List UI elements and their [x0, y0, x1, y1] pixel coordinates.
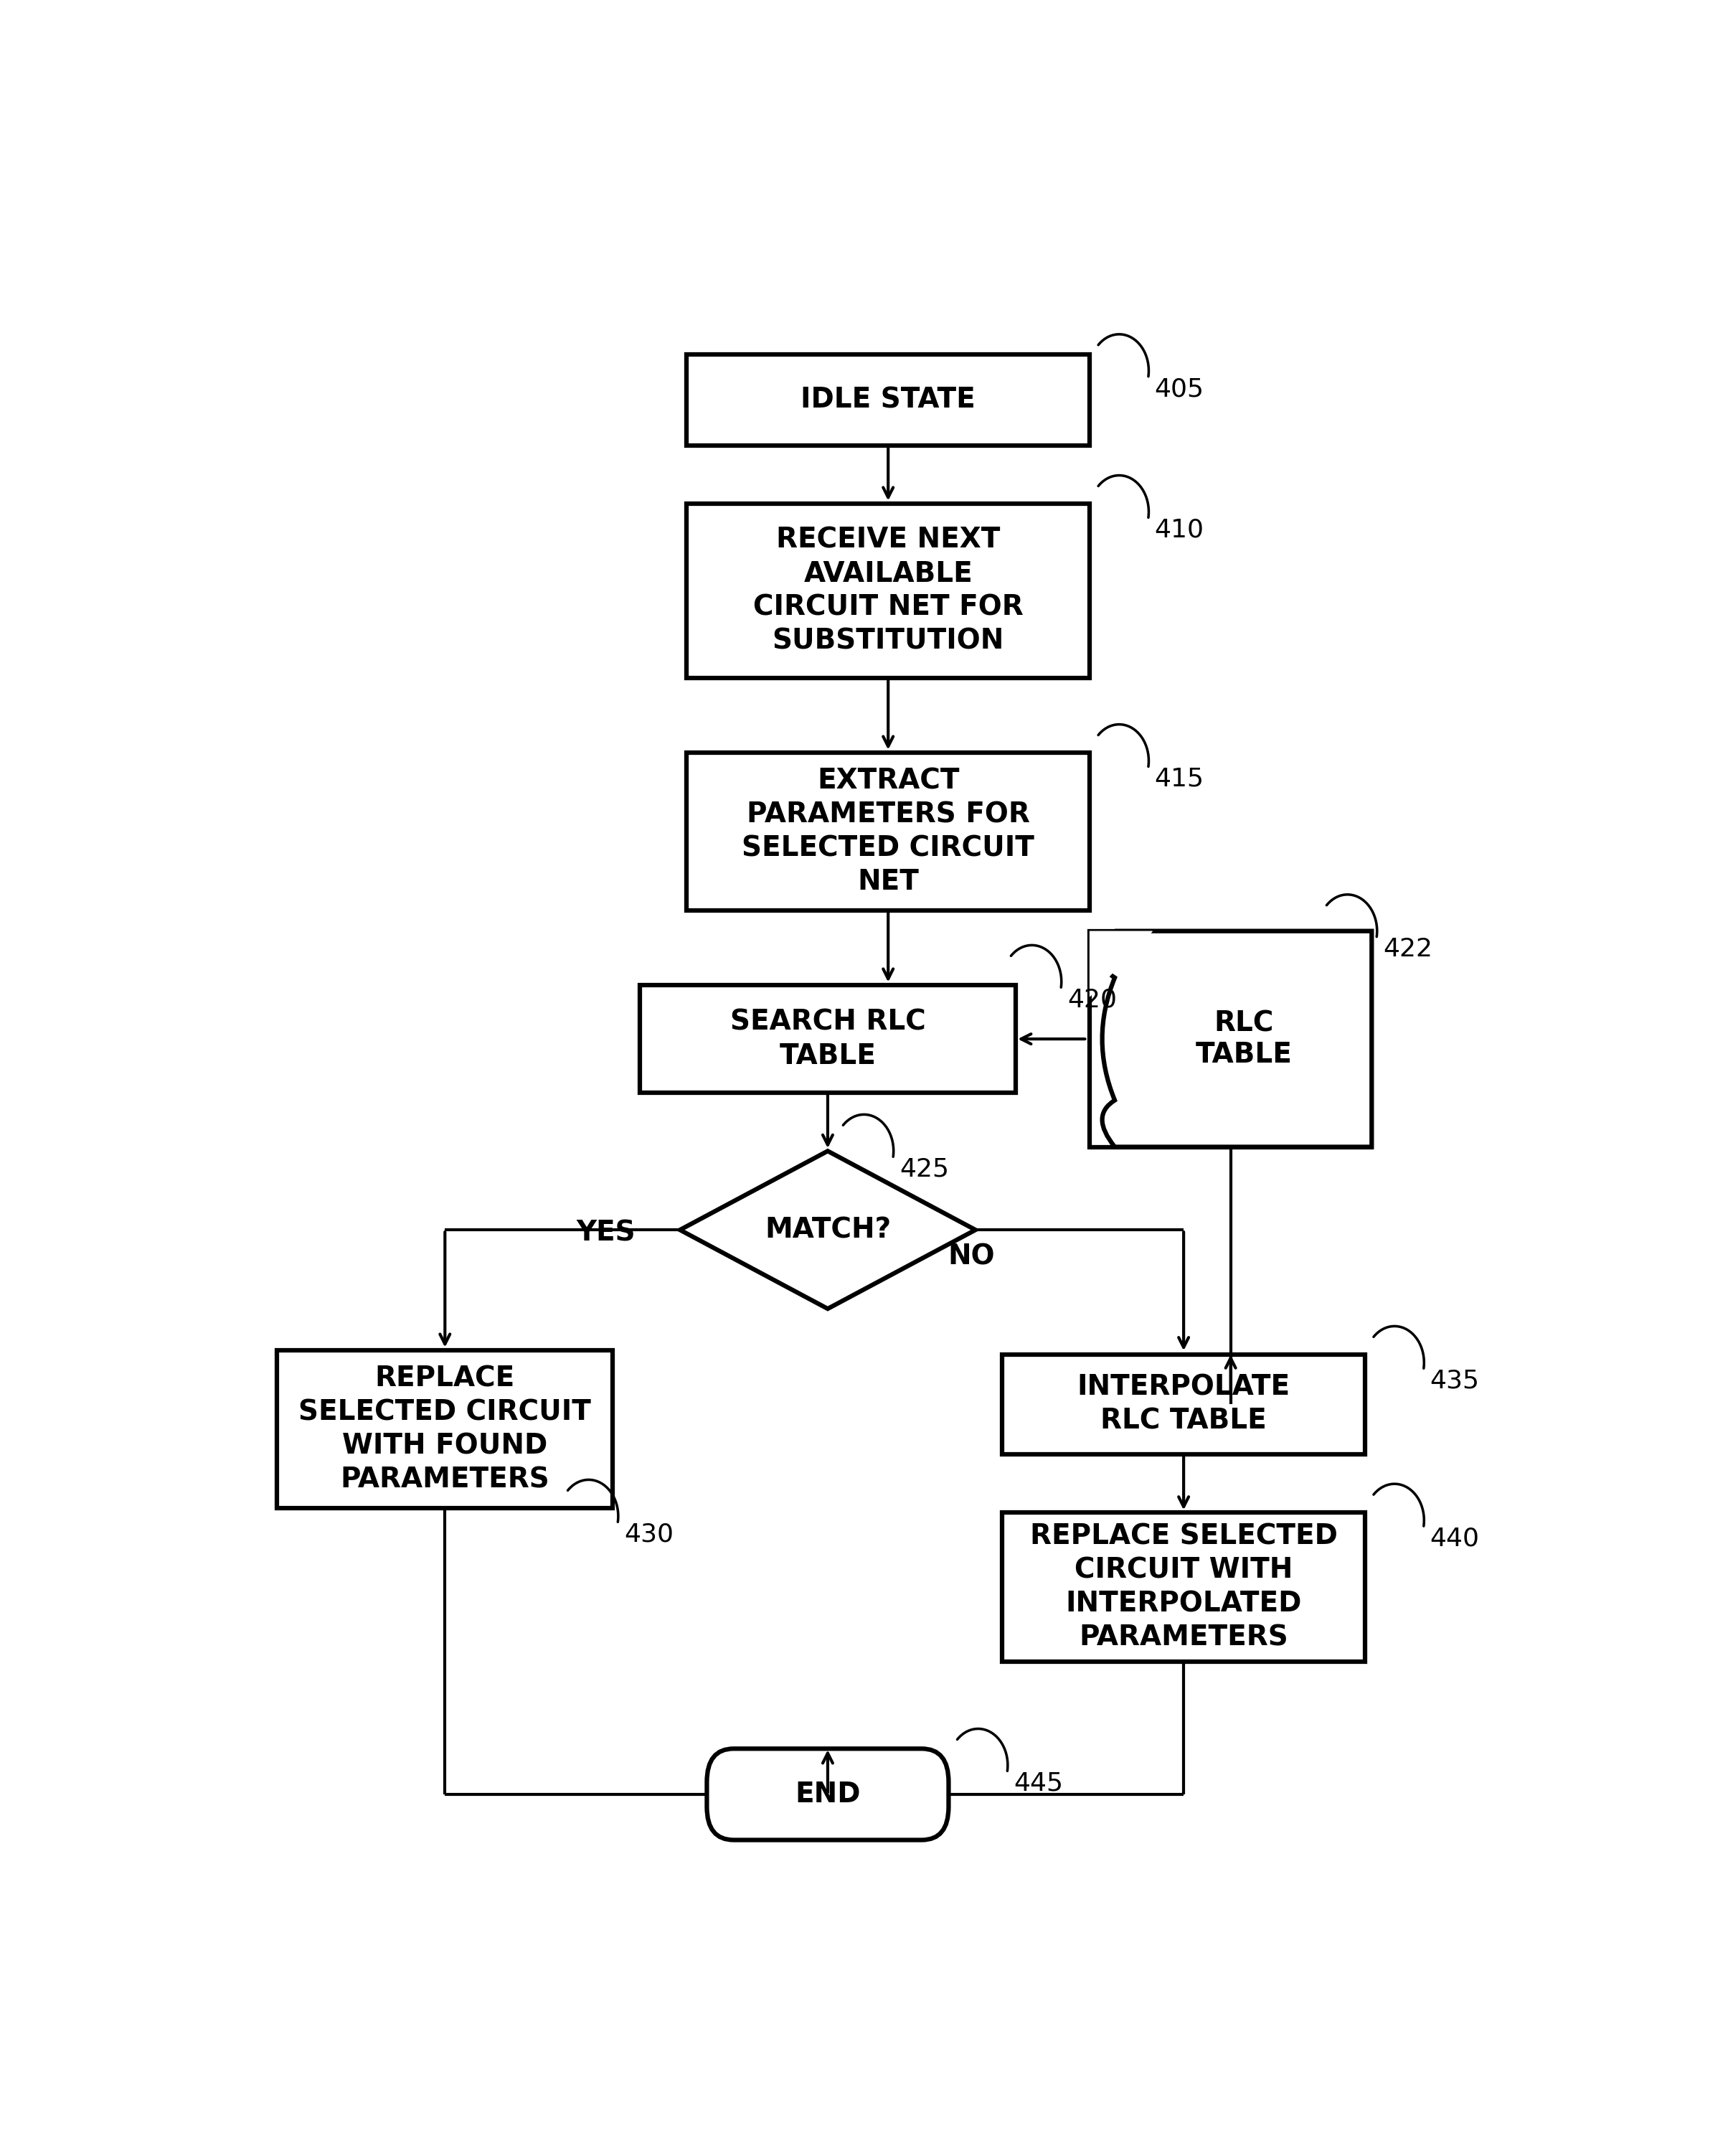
Text: 430: 430	[624, 1522, 674, 1546]
Polygon shape	[679, 1151, 976, 1309]
Text: 410: 410	[1154, 517, 1204, 543]
Text: 425: 425	[899, 1158, 950, 1181]
Bar	[639, 985, 1016, 1093]
Text: IDLE STATE: IDLE STATE	[801, 386, 976, 414]
FancyBboxPatch shape	[707, 1749, 948, 1839]
Text: 422: 422	[1383, 938, 1433, 962]
Text: EXTRACT
PARAMETERS FOR
SELECTED CIRCUIT
NET: EXTRACT PARAMETERS FOR SELECTED CIRCUIT …	[742, 768, 1035, 895]
Text: MATCH?: MATCH?	[764, 1216, 891, 1244]
Text: 420: 420	[1068, 987, 1116, 1011]
Text: NO: NO	[948, 1242, 995, 1270]
Text: REPLACE
SELECTED CIRCUIT
WITH FOUND
PARAMETERS: REPLACE SELECTED CIRCUIT WITH FOUND PARA…	[298, 1365, 591, 1494]
Bar	[686, 354, 1090, 446]
Text: 435: 435	[1430, 1369, 1480, 1393]
Text: 405: 405	[1154, 377, 1204, 401]
Bar	[686, 752, 1090, 910]
Text: YES: YES	[577, 1220, 636, 1246]
Text: INTERPOLATE
RLC TABLE: INTERPOLATE RLC TABLE	[1078, 1373, 1289, 1434]
Text: 415: 415	[1154, 768, 1204, 791]
Text: RLC
TABLE: RLC TABLE	[1196, 1009, 1293, 1069]
Text: 445: 445	[1014, 1772, 1062, 1796]
Bar	[1090, 931, 1373, 1147]
Text: 440: 440	[1430, 1526, 1480, 1550]
Text: SEARCH RLC
TABLE: SEARCH RLC TABLE	[730, 1009, 925, 1069]
Text: REPLACE SELECTED
CIRCUIT WITH
INTERPOLATED
PARAMETERS: REPLACE SELECTED CIRCUIT WITH INTERPOLAT…	[1029, 1522, 1338, 1651]
Bar	[1002, 1511, 1366, 1662]
Text: RECEIVE NEXT
AVAILABLE
CIRCUIT NET FOR
SUBSTITUTION: RECEIVE NEXT AVAILABLE CIRCUIT NET FOR S…	[754, 526, 1022, 655]
Bar	[277, 1350, 613, 1507]
PathPatch shape	[1102, 931, 1373, 1147]
Bar	[686, 505, 1090, 677]
Text: END: END	[795, 1781, 861, 1809]
Bar	[1002, 1354, 1366, 1453]
